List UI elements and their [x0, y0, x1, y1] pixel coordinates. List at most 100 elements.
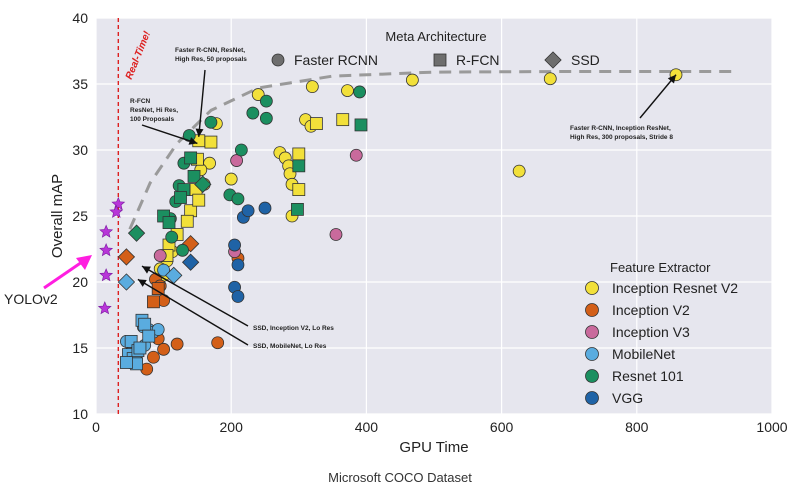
- data-point: [162, 216, 176, 230]
- data-point: [241, 204, 255, 218]
- y-tick-label: 25: [72, 208, 88, 224]
- meta-legend-title: Meta Architecture: [385, 29, 486, 44]
- meta-legend-marker: [271, 53, 285, 67]
- meta-legend-marker: [544, 51, 562, 69]
- x-tick-label: 1000: [756, 419, 787, 435]
- feature-legend-title: Feature Extractor: [610, 260, 711, 275]
- feature-legend-marker: [585, 281, 599, 295]
- x-tick-label: 600: [490, 419, 514, 435]
- meta-legend-label: R-FCN: [456, 52, 500, 68]
- yolo-point: [111, 196, 126, 211]
- annotation-text: Faster R-CNN, ResNet,: [175, 47, 245, 54]
- feature-legend-marker: [585, 369, 599, 383]
- data-point: [246, 106, 260, 120]
- annotation-arrow-head: [142, 266, 151, 274]
- data-point: [228, 238, 241, 252]
- data-point: [231, 258, 245, 272]
- data-point: [231, 192, 245, 206]
- y-tick-label: 20: [72, 274, 88, 290]
- data-point: [259, 94, 273, 108]
- data-point: [292, 159, 306, 173]
- annotation-arrow-head: [195, 128, 204, 137]
- data-point: [291, 202, 304, 216]
- annotation-text: 100 Proposals: [130, 116, 174, 123]
- data-point: [341, 84, 354, 97]
- data-point: [153, 249, 167, 263]
- y-axis-label: Overall mAP: [49, 174, 66, 258]
- annotation-text: Faster R-CNN, Inception ResNet,: [570, 125, 671, 132]
- feature-legend-label: Inception V2: [612, 302, 690, 318]
- data-point: [138, 317, 152, 331]
- annotation-arrow: [141, 124, 198, 145]
- data-point: [120, 356, 133, 369]
- annotation-text: High Res, 300 proposals, Stride 8: [570, 134, 673, 141]
- frontier-curve: [128, 70, 739, 230]
- data-point: [231, 290, 245, 303]
- feature-legend-marker: [585, 347, 599, 361]
- data-point: [204, 115, 218, 129]
- feature-legend-label: VGG: [612, 390, 643, 406]
- yolo-arrow-head: [76, 255, 92, 270]
- data-point: [292, 147, 306, 161]
- y-tick-label: 10: [72, 406, 88, 422]
- scatter-chart: Real-Time! YOLOv2 Faster R-CNN, ResNet,H…: [4, 10, 788, 456]
- chart-caption: Microsoft COCO Dataset: [328, 470, 472, 485]
- data-point: [309, 117, 323, 130]
- annotation-text: R-FCN: [130, 98, 151, 105]
- data-point: [147, 295, 160, 309]
- y-tick-label: 35: [72, 76, 88, 92]
- data-point: [258, 201, 272, 215]
- data-point: [204, 135, 218, 149]
- annotation-text: ResNet, Hi Res,: [130, 107, 178, 114]
- y-tick-label: 15: [72, 340, 88, 356]
- data-point: [165, 230, 179, 244]
- data-point: [543, 72, 557, 86]
- yolo-arrow: [43, 260, 83, 290]
- data-point: [157, 263, 171, 277]
- yolo-point: [99, 243, 114, 257]
- x-tick-label: 0: [92, 419, 100, 435]
- data-point: [174, 191, 187, 204]
- annotation-arrow: [137, 278, 249, 346]
- data-point: [187, 169, 201, 183]
- data-point: [117, 248, 136, 266]
- data-point: [259, 111, 273, 125]
- data-point: [512, 164, 526, 178]
- data-point: [194, 175, 212, 193]
- data-point: [142, 329, 156, 343]
- x-tick-label: 800: [625, 419, 649, 435]
- yolo-point: [99, 224, 114, 238]
- data-point: [176, 243, 189, 257]
- data-point: [181, 253, 200, 271]
- x-tick-label: 400: [355, 419, 379, 435]
- annotation-arrow-head: [188, 137, 198, 145]
- data-point: [133, 341, 147, 355]
- yolo-point: [109, 204, 124, 218]
- feature-legend-marker: [585, 325, 599, 339]
- feature-legend-label: Inception V3: [612, 324, 690, 340]
- x-axis-label: GPU Time: [399, 439, 468, 456]
- x-tick-label: 200: [220, 419, 244, 435]
- yolo-label: YOLOv2: [4, 291, 58, 307]
- feature-legend-marker: [585, 391, 599, 405]
- annotation-text: High Res, 50 proposals: [175, 56, 247, 63]
- data-point: [211, 336, 225, 350]
- data-point: [127, 224, 146, 242]
- annotation-arrow-head: [667, 74, 676, 84]
- feature-legend-label: MobileNet: [612, 346, 675, 362]
- data-point: [336, 113, 350, 127]
- annotation-arrow: [198, 69, 206, 137]
- meta-legend-marker: [433, 53, 447, 67]
- annotation-text: SSD, MobileNet, Lo Res: [253, 343, 327, 350]
- meta-legend-label: Faster RCNN: [294, 52, 378, 68]
- data-point: [180, 214, 194, 228]
- data-point: [234, 143, 248, 157]
- feature-legend-label: Resnet 101: [612, 368, 684, 384]
- data-point: [329, 228, 343, 241]
- data-point: [151, 323, 165, 336]
- annotation-arrow-head: [137, 279, 147, 287]
- annotation-arrow: [141, 265, 249, 327]
- annotation-text: SSD, Inception V2, Lo Res: [253, 325, 334, 332]
- data-point: [117, 273, 136, 291]
- annotation-arrow: [639, 74, 677, 119]
